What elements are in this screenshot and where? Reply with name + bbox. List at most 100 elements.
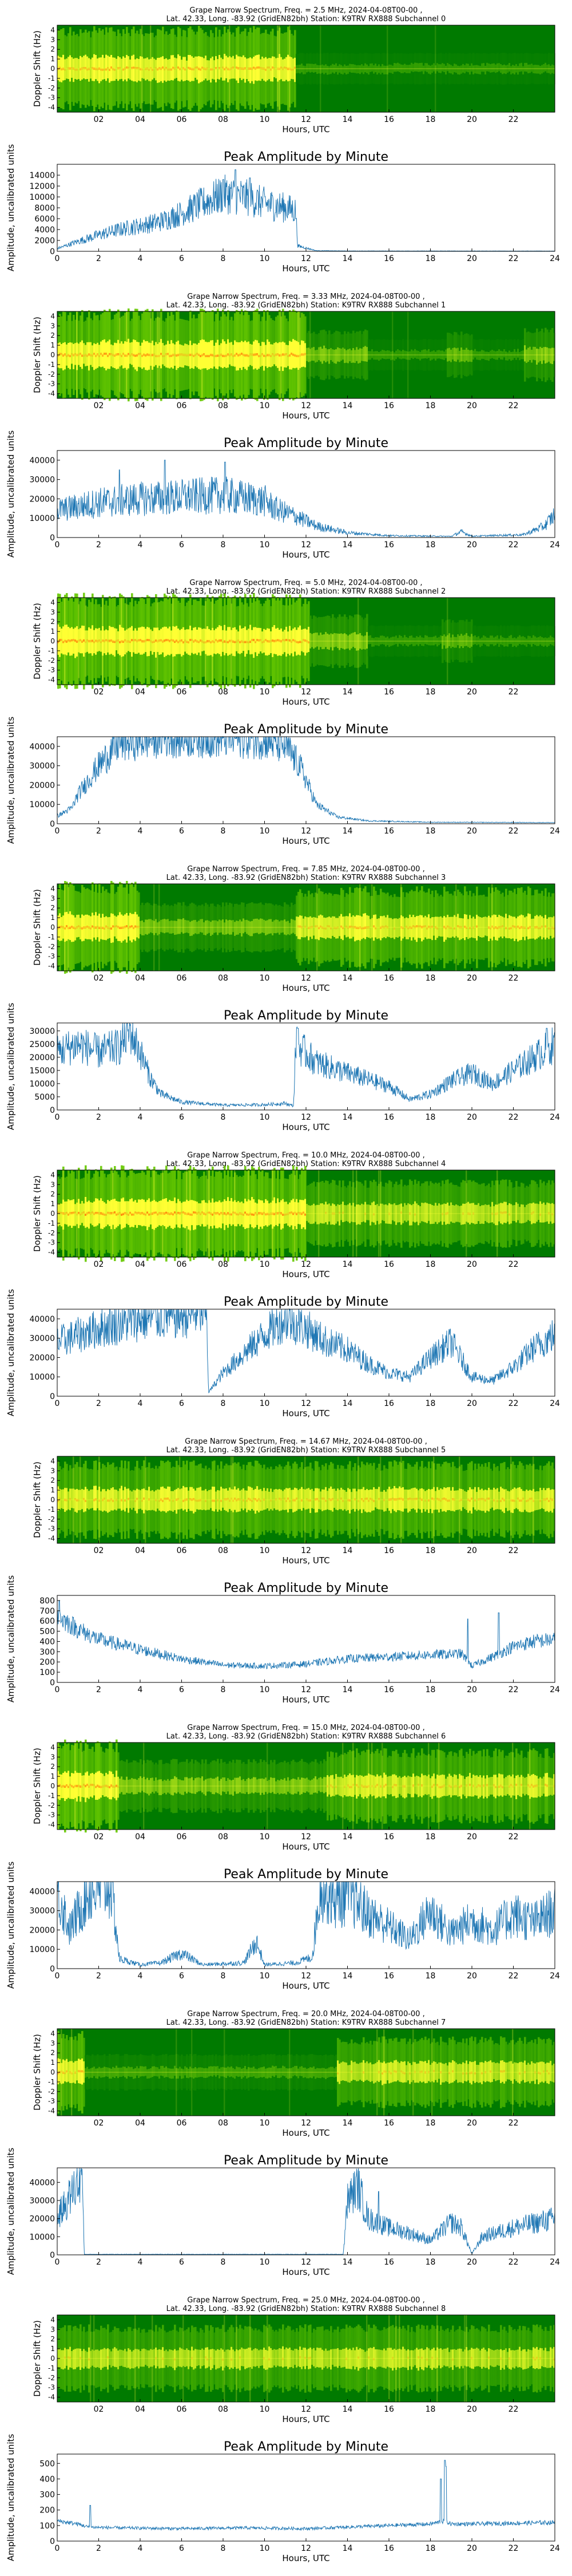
y-tick-label: 0 — [50, 1392, 55, 1401]
y-tick-label: -3 — [48, 94, 55, 102]
x-tick-label: 12 — [301, 401, 311, 410]
x-tick-label: 06 — [177, 688, 187, 697]
x-tick-label: 12 — [301, 1260, 311, 1269]
x-axis-label: Hours, UTC — [282, 983, 329, 993]
x-tick-label: 24 — [550, 1971, 560, 1981]
y-tick-label: -3 — [48, 380, 55, 388]
x-tick-label: 12 — [301, 1971, 311, 1981]
x-tick-label: 2 — [96, 254, 101, 263]
y-tick-label: 4 — [50, 1743, 55, 1751]
x-tick-label: 16 — [384, 540, 394, 550]
y-tick-label: -2 — [48, 2374, 55, 2382]
x-tick-label: 22 — [509, 974, 519, 983]
spectrum-title: Grape Narrow Spectrum, Freq. = 15.0 MHz,… — [187, 1724, 424, 1732]
x-tick-label: 18 — [426, 688, 436, 697]
x-tick-label: 04 — [135, 401, 145, 410]
y-tick-label: 30000 — [29, 1907, 55, 1916]
x-tick-label: 16 — [384, 1546, 394, 1555]
x-tick-label: 22 — [509, 401, 519, 410]
x-axis-label: Hours, UTC — [282, 1694, 329, 1705]
x-tick-label: 18 — [426, 1546, 436, 1555]
x-tick-label: 16 — [384, 401, 394, 410]
x-tick-label: 10 — [260, 1971, 270, 1981]
y-axis-label: Doppler Shift (Hz) — [32, 889, 42, 966]
x-tick-label: 10 — [260, 1685, 270, 1694]
y-tick-label: -4 — [48, 2107, 55, 2115]
y-tick-label: -3 — [48, 2384, 55, 2392]
y-tick-label: -2 — [48, 1515, 55, 1523]
amplitude-series-line — [57, 460, 555, 538]
x-tick-label: 0 — [55, 1399, 60, 1408]
amplitude-title: Peak Amplitude by Minute — [224, 1009, 388, 1023]
x-tick-label: 02 — [94, 2119, 104, 2128]
y-tick-label: 4 — [50, 26, 55, 34]
x-tick-label: 02 — [94, 401, 104, 410]
x-tick-label: 20 — [467, 688, 477, 697]
x-tick-label: 16 — [384, 827, 394, 836]
x-axis-label: Hours, UTC — [282, 2267, 329, 2277]
x-tick-label: 22 — [509, 1832, 519, 1842]
x-tick-label: 22 — [509, 2405, 519, 2414]
x-axis-label: Hours, UTC — [282, 1842, 329, 1852]
x-axis-label: Hours, UTC — [282, 836, 329, 846]
spectrum-subtitle: Lat. 42.33, Long. -83.92 (GridEN82bh) St… — [166, 2018, 446, 2027]
y-tick-label: 10000 — [29, 193, 55, 202]
y-tick-label: -2 — [48, 1229, 55, 1237]
x-tick-label: 20 — [467, 2119, 477, 2128]
x-tick-label: 6 — [179, 827, 184, 836]
spectrum-title: Grape Narrow Spectrum, Freq. = 20.0 MHz,… — [187, 2010, 424, 2018]
x-tick-label: 18 — [426, 115, 436, 124]
x-axis-label: Hours, UTC — [282, 124, 329, 135]
y-tick-label: 700 — [39, 1607, 55, 1616]
y-tick-label: 12000 — [29, 182, 55, 191]
x-tick-label: 08 — [218, 115, 228, 124]
x-tick-label: 4 — [138, 1399, 143, 1408]
spectrogram-panel: Grape Narrow Spectrum, Freq. = 5.0 MHz, … — [32, 579, 555, 707]
x-tick-label: 22 — [509, 540, 519, 550]
x-tick-label: 18 — [426, 827, 436, 836]
y-tick-label: 3 — [50, 322, 55, 330]
x-tick-label: 22 — [509, 2258, 519, 2267]
y-tick-label: 3 — [50, 894, 55, 902]
spectrogram-panel: Grape Narrow Spectrum, Freq. = 14.67 MHz… — [32, 1437, 555, 1566]
y-tick-label: 500 — [39, 1627, 55, 1637]
x-tick-label: 16 — [384, 254, 394, 263]
x-tick-label: 18 — [426, 2258, 436, 2267]
x-tick-label: 14 — [343, 115, 353, 124]
y-tick-label: 40000 — [29, 2178, 55, 2187]
y-tick-label: -2 — [48, 1801, 55, 1809]
x-tick-label: 4 — [138, 1685, 143, 1694]
y-tick-label: 10000 — [29, 2233, 55, 2242]
x-tick-label: 10 — [260, 1113, 270, 1122]
y-tick-label: 0 — [50, 1496, 55, 1504]
spectrum-subtitle: Lat. 42.33, Long. -83.92 (GridEN82bh) St… — [166, 874, 446, 882]
x-axis-label: Hours, UTC — [282, 1269, 329, 1279]
x-tick-label: 14 — [343, 2405, 353, 2414]
y-axis-label: Amplitude, uncalibrated units — [6, 1289, 16, 1417]
y-tick-label: 2 — [50, 331, 55, 339]
y-tick-label: 0 — [50, 1106, 55, 1115]
amplitude-series-line — [57, 1308, 555, 1394]
x-tick-label: 16 — [384, 2544, 394, 2553]
y-tick-label: 8000 — [34, 204, 55, 213]
x-tick-label: 2 — [96, 2544, 101, 2553]
y-tick-label: 30000 — [29, 762, 55, 771]
x-tick-label: 04 — [135, 974, 145, 983]
plot-frame — [57, 164, 555, 252]
x-tick-label: 06 — [177, 1832, 187, 1842]
x-tick-label: 6 — [179, 1113, 184, 1122]
y-tick-label: 0 — [50, 923, 55, 931]
x-tick-label: 22 — [509, 254, 519, 263]
x-tick-label: 16 — [384, 1113, 394, 1122]
x-tick-label: 6 — [179, 540, 184, 550]
x-tick-label: 0 — [55, 2544, 60, 2553]
x-tick-label: 12 — [301, 827, 311, 836]
x-tick-label: 16 — [384, 1260, 394, 1269]
x-tick-label: 12 — [301, 2258, 311, 2267]
x-tick-label: 22 — [509, 2119, 519, 2128]
y-tick-label: 4 — [50, 1171, 55, 1179]
x-tick-label: 08 — [218, 401, 228, 410]
x-tick-label: 0 — [55, 827, 60, 836]
